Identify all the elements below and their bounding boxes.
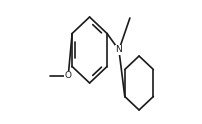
Text: N: N: [115, 46, 122, 55]
Text: O: O: [64, 72, 71, 80]
